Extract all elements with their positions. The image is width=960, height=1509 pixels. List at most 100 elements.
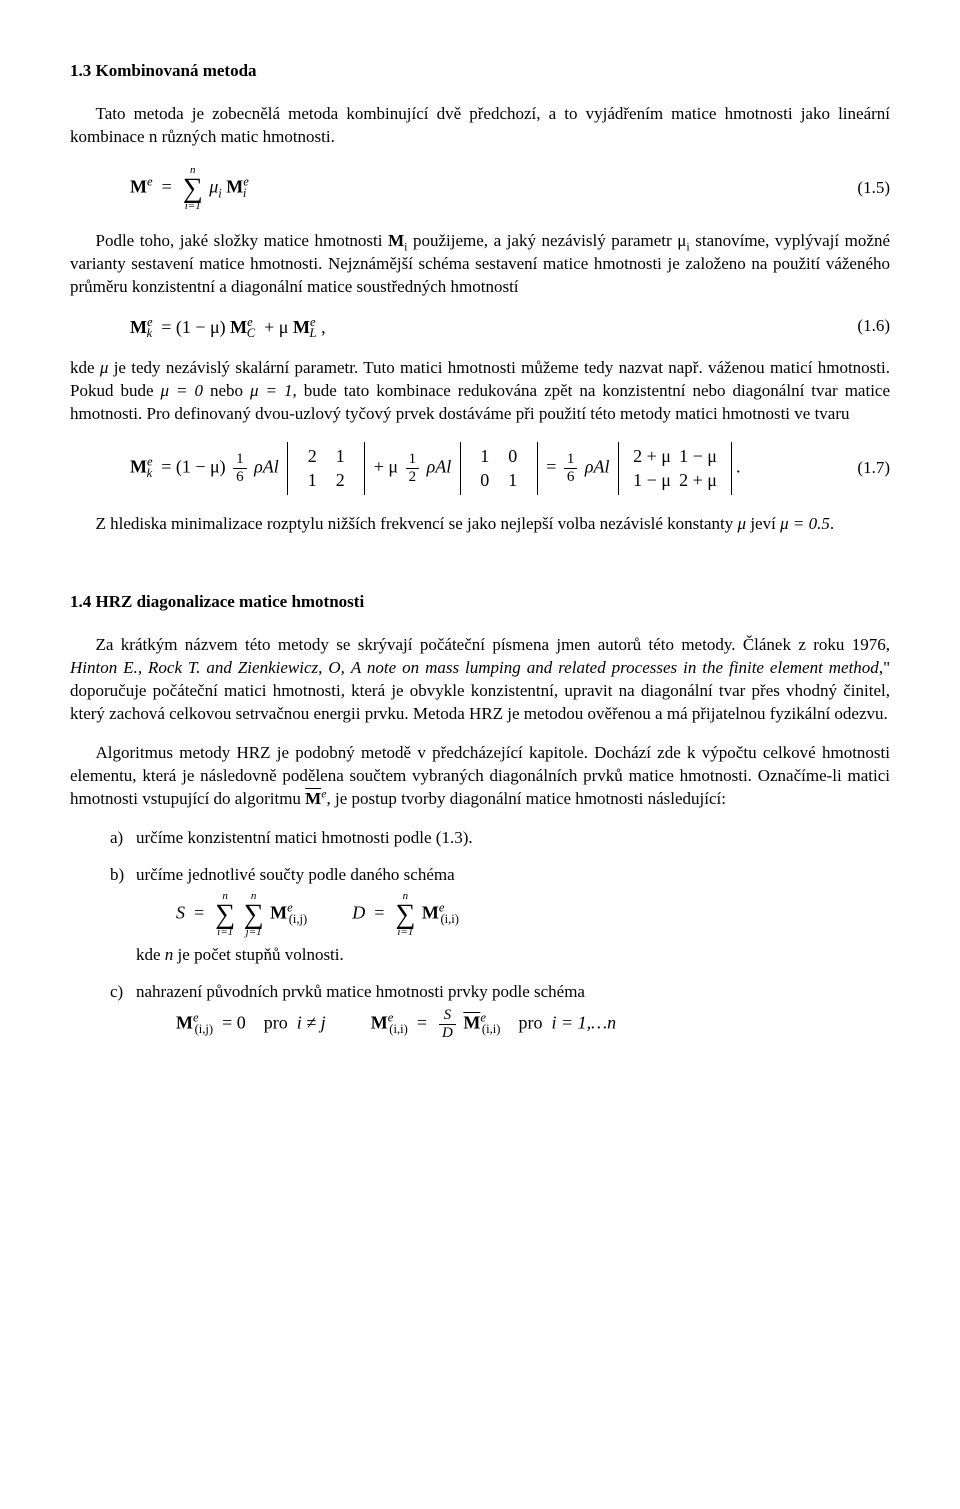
m3-22: 2 + μ: [675, 468, 721, 492]
eq17-f3d: 6: [564, 469, 578, 485]
eqSD-ii: (i,i): [440, 912, 459, 926]
step-c: c) nahrazení původních prvků matice hmot…: [110, 981, 890, 1047]
p2b: použijeme, a jaký nezávislý parametr μ: [407, 231, 686, 250]
eqC-M2: M: [371, 1013, 388, 1033]
p4-mu05: μ = 0.5: [780, 514, 830, 533]
b2b: je počet stupňů volnosti.: [173, 945, 343, 964]
eq17-mat1: 21 12: [287, 442, 365, 495]
eq16-comma: ,: [321, 317, 326, 337]
p3a: kde: [70, 358, 100, 377]
para-1-4-2: Algoritmus metody HRZ je podobný metodě …: [70, 742, 890, 811]
eqSD-D: D: [352, 903, 365, 923]
eqC-ii1: (i,i): [389, 1022, 408, 1036]
eq15-sum: n ∑ i=1: [183, 165, 203, 212]
eq15-M: M: [130, 177, 147, 197]
eqC-eq: =: [417, 1013, 427, 1033]
p4a: Z hlediska minimalizace rozptylu nižších…: [96, 514, 738, 533]
eqSD-s2b: j=1: [246, 926, 262, 938]
eq17-rAl3: ρAl: [585, 456, 610, 476]
para-1-3-1: Tato metoda je zobecnělá metoda kombinuj…: [70, 103, 890, 149]
equation-1-6: Mek = (1 − μ) MeC + μ MeL , (1.6): [70, 315, 890, 339]
eq15-number: (1.5): [837, 177, 890, 200]
eqSD-sum3: n ∑ i=1: [395, 891, 415, 938]
p2-Mi: M: [388, 231, 404, 250]
eq16-eq: = (1 − μ): [161, 317, 225, 337]
eqC-range: i = 1,…n: [551, 1013, 616, 1033]
eq17-k: k: [147, 466, 153, 480]
step-b: b) určíme jednotlivé součty podle daného…: [110, 864, 890, 967]
eq15-mu: μ: [209, 177, 218, 197]
eq15-eq: =: [162, 177, 172, 197]
eq15-sum-bot: i=1: [185, 200, 201, 212]
marker-b: b): [110, 864, 136, 967]
eq15-M2: M: [226, 177, 243, 197]
eqC-frac: SD: [439, 1008, 456, 1041]
p2a: Podle toho, jaké složky matice hmotnosti: [96, 231, 389, 250]
eq17-f2d: 2: [406, 469, 420, 485]
m3-12: 1 − μ: [675, 444, 721, 468]
eq17-f2n: 1: [406, 452, 420, 469]
m1-12: 1: [326, 444, 354, 468]
eqSD-M1: M: [270, 903, 287, 923]
eq17-plusmu: + μ: [374, 456, 398, 476]
eqSD-sum1: n ∑ i=1: [215, 891, 235, 938]
m3-21: 1 − μ: [629, 468, 675, 492]
step-c-text: nahrazení původních prvků matice hmotnos…: [136, 982, 585, 1001]
p142b: , je postup tvorby diagonální matice hmo…: [327, 789, 726, 808]
b2a: kde: [136, 945, 165, 964]
eq17-f1d: 6: [233, 469, 247, 485]
eq17-number: (1.7): [837, 457, 890, 480]
eqC-Mbar: M: [463, 1013, 480, 1033]
eq17-rAl1: ρAl: [254, 456, 279, 476]
eqC-M1: M: [176, 1013, 193, 1033]
eqC-pro2: pro: [518, 1013, 542, 1033]
eq17-equals: =: [546, 456, 556, 476]
eq17-frac2: 12: [406, 452, 420, 485]
eqSD-M2: M: [422, 903, 439, 923]
marker-a: a): [110, 827, 136, 850]
m2-12: 0: [499, 444, 527, 468]
p3-mu1: μ = 1: [250, 381, 292, 400]
eqSD-s3b: i=1: [397, 926, 413, 938]
para-1-3-3: kde μ je tedy nezávislý skalární paramet…: [70, 357, 890, 426]
eqSD-eq2: =: [374, 903, 384, 923]
para-1-3-4: Z hlediska minimalizace rozptylu nižších…: [70, 513, 890, 536]
p3c: nebo: [203, 381, 250, 400]
step-a: a) určíme konzistentní matici hmotnosti …: [110, 827, 890, 850]
p4b: jeví: [746, 514, 780, 533]
section-1-4-title: 1.4 HRZ diagonalizace matice hmotnosti: [70, 591, 890, 614]
para-1-3-2: Podle toho, jaké složky matice hmotnosti…: [70, 230, 890, 299]
equation-1-5: Me = n ∑ i=1 μi Mei (1.5): [70, 165, 890, 212]
eq17-f3n: 1: [564, 452, 578, 469]
eq16-M1: M: [130, 317, 147, 337]
eq16-M2: M: [230, 317, 247, 337]
eq16-plusmu: + μ: [264, 317, 288, 337]
eqSD-ij: (i,j): [289, 912, 308, 926]
eq15-sup-e: e: [147, 175, 153, 189]
step-b-note: kde n je počet stupňů volnosti.: [136, 944, 890, 967]
eqSD-S: S: [176, 903, 185, 923]
eq17-eq1: = (1 − μ): [161, 456, 225, 476]
eq17-M: M: [130, 456, 147, 476]
eqC-ii2: (i,i): [482, 1022, 501, 1036]
eqSD-eq1: =: [194, 903, 204, 923]
eq-SD: S = n ∑ i=1 n ∑ j=1 Me(i,j) D =: [176, 891, 890, 938]
eqC-pro1: pro: [264, 1013, 288, 1033]
eqSD-s1b: i=1: [217, 926, 233, 938]
m2-21: 0: [471, 468, 499, 492]
eq15-sub-i: i: [218, 186, 222, 200]
p141-text: Za krátkým názvem této metody se skrývaj…: [70, 635, 890, 723]
eq15-sub-i2: i: [243, 186, 247, 200]
p4c: .: [830, 514, 834, 533]
eq17-mat2: 10 01: [460, 442, 538, 495]
eqC-ij: (i,j): [195, 1022, 214, 1036]
eq16-C: C: [247, 326, 255, 340]
eq17-f1n: 1: [233, 452, 247, 469]
steps-list: a) určíme konzistentní matici hmotnosti …: [110, 827, 890, 1047]
eq16-number: (1.6): [837, 315, 890, 338]
m1-22: 2: [326, 468, 354, 492]
m3-11: 2 + μ: [629, 444, 675, 468]
eqC-eq0: = 0: [222, 1013, 246, 1033]
section-1-3-title: 1.3 Kombinovaná metoda: [70, 60, 890, 83]
eq17-rAl2: ρAl: [427, 456, 452, 476]
